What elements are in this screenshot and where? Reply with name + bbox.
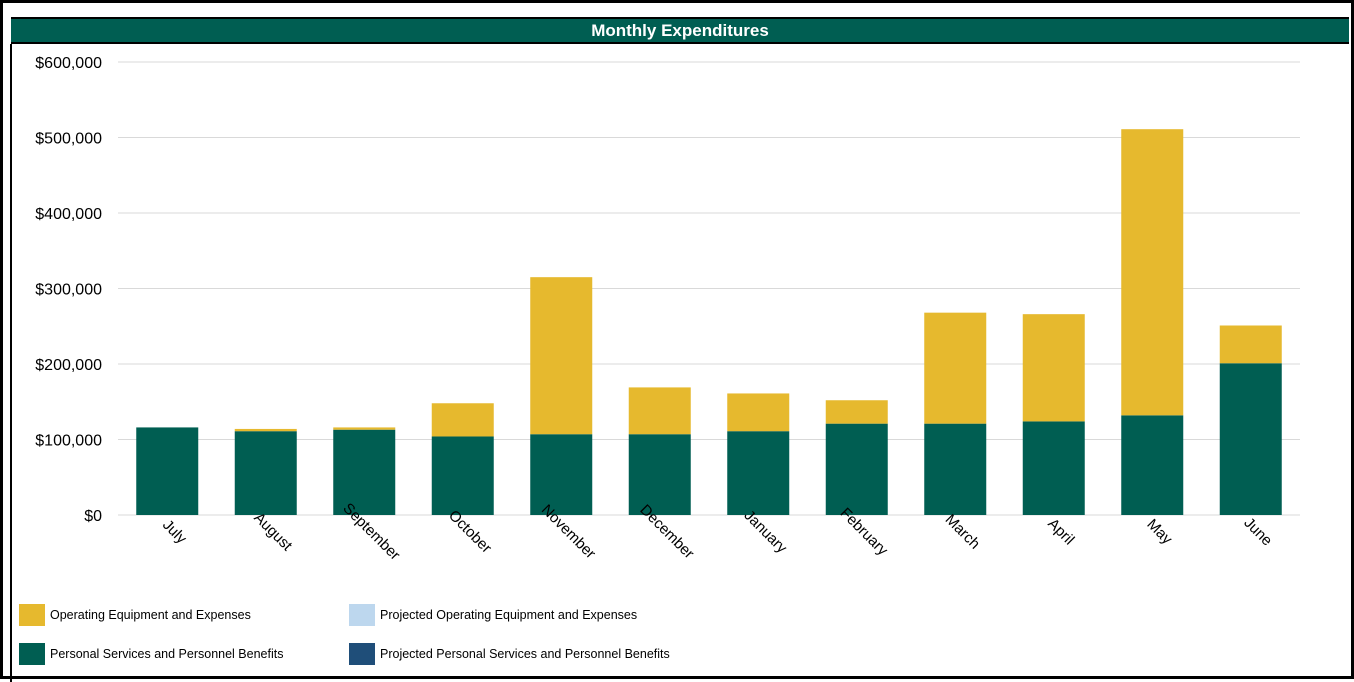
legend-swatch-personal [19,643,45,665]
legend-label-projected-operating: Projected Operating Equipment and Expens… [380,608,638,622]
legend-item-projected-operating: Projected Operating Equipment and Expens… [349,604,637,626]
y-tick-label: $200,000 [35,357,102,374]
legend-item-operating: Operating Equipment and Expenses [19,604,251,626]
legend-swatch-operating [19,604,45,626]
bar-segment [1121,415,1184,515]
x-tick-label: June [1240,514,1275,549]
left-divider [10,44,12,682]
bar-segment [628,387,691,435]
bar-segment [727,393,790,432]
legend-item-projected-personal: Projected Personal Services and Personne… [349,643,670,665]
y-tick-label: $400,000 [35,206,102,223]
x-tick-label: August [250,509,296,555]
bar-segment [136,427,199,515]
bar-segment [1219,325,1282,364]
x-tick-label: March [942,511,983,552]
legend-label-operating: Operating Equipment and Expenses [50,608,251,622]
bar-segment [431,436,494,515]
bar-segment [924,312,987,424]
bar-segment [530,434,593,515]
x-tick-label: May [1143,516,1175,548]
bar-segment [333,427,396,430]
legend-label-projected-personal: Projected Personal Services and Personne… [380,647,670,661]
legend-item-personal: Personal Services and Personnel Benefits [19,643,283,665]
bar-segment [1121,129,1184,416]
bar-segment [1219,363,1282,515]
bar-segment [1022,314,1085,422]
bar-segment [1022,421,1085,515]
y-tick-label: $500,000 [35,131,102,148]
bar-segment [530,277,593,435]
y-tick-label: $600,000 [35,55,102,72]
bar-segment [825,400,888,424]
bar-segment [234,428,297,432]
bar-segment [333,429,396,515]
bar-segment [727,431,790,515]
legend-swatch-projected-personal [349,643,375,665]
x-tick-label: July [159,516,190,547]
bar-segment [924,423,987,515]
y-tick-label: $100,000 [35,433,102,450]
legend-swatch-projected-operating [349,604,375,626]
bar-segment [825,423,888,515]
y-tick-label: $0 [84,508,102,525]
y-tick-label: $300,000 [35,282,102,299]
bar-segment [431,403,494,437]
bar-segment [234,431,297,515]
bar-segment [628,434,691,515]
x-tick-label: April [1044,515,1077,548]
chart-title: Monthly Expenditures [11,17,1349,44]
legend-label-personal: Personal Services and Personnel Benefits [50,647,284,661]
